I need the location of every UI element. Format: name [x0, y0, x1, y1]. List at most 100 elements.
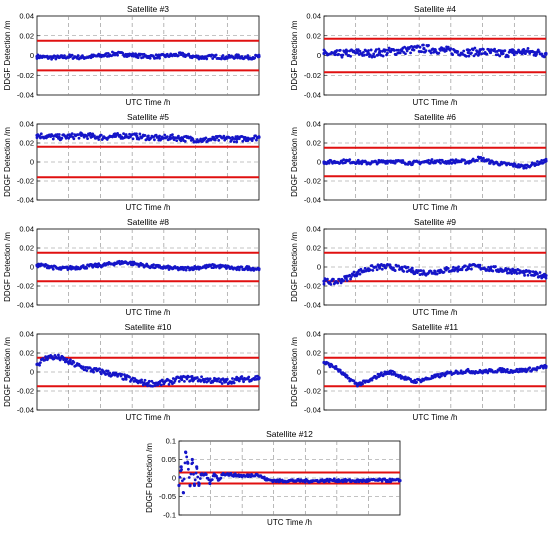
data-point	[420, 50, 424, 54]
data-point	[419, 269, 423, 272]
y-tick-label: 0	[30, 51, 34, 60]
x-axis-label: UTC Time /h	[126, 98, 171, 107]
data-point	[322, 282, 326, 286]
data-point	[134, 52, 137, 56]
subplot-3: -0.04 -0.02 0 0.02 0.04 Satellite #5 UTC Time …	[3, 112, 261, 212]
data-point	[367, 49, 370, 52]
data-point	[88, 366, 92, 370]
data-point	[183, 461, 187, 465]
data-point	[167, 382, 171, 386]
data-point	[338, 368, 342, 372]
x-axis-label: UTC Time /h	[413, 308, 458, 317]
data-point	[350, 275, 353, 279]
data-point	[517, 163, 520, 166]
y-tick-label: 0.04	[19, 12, 34, 21]
data-point	[437, 51, 441, 55]
data-point	[368, 53, 372, 57]
data-point	[213, 138, 217, 142]
data-point	[180, 468, 183, 472]
y-tick-label: 0.04	[19, 225, 34, 234]
data-point	[531, 270, 535, 273]
data-point	[192, 482, 196, 486]
data-point	[51, 137, 55, 141]
data-point	[219, 476, 223, 480]
data-point	[427, 158, 430, 162]
data-point	[153, 138, 156, 142]
data-point	[210, 478, 214, 482]
data-point	[342, 158, 346, 161]
data-point	[466, 50, 470, 55]
data-point	[187, 266, 191, 270]
data-point	[69, 358, 72, 362]
data-point	[487, 158, 490, 162]
y-tick-label: -0.02	[304, 177, 321, 186]
data-point	[472, 54, 476, 58]
data-point	[194, 471, 198, 475]
data-point	[204, 136, 208, 140]
y-tick-label: -0.04	[304, 301, 321, 310]
data-point	[91, 132, 95, 136]
data-point	[493, 47, 496, 51]
data-point	[182, 477, 186, 481]
data-point	[382, 263, 386, 267]
y-tick-label: -0.02	[17, 177, 34, 186]
data-point	[375, 268, 379, 272]
data-point	[165, 135, 169, 139]
data-point	[328, 365, 332, 369]
data-point	[120, 373, 124, 376]
data-point	[167, 268, 171, 271]
y-tick-label: -0.04	[17, 301, 34, 310]
data-point	[147, 134, 150, 138]
data-point	[544, 276, 548, 280]
data-point	[181, 490, 185, 494]
data-point	[195, 467, 199, 470]
data-point	[406, 265, 410, 269]
data-point	[190, 375, 194, 378]
data-point	[254, 134, 257, 138]
data-point	[455, 267, 459, 271]
data-point	[456, 50, 460, 54]
data-point	[235, 268, 239, 272]
data-point	[412, 48, 416, 52]
data-point	[338, 48, 342, 52]
data-point	[335, 49, 339, 52]
data-point	[187, 375, 191, 379]
data-point	[536, 272, 539, 276]
data-series	[322, 360, 548, 388]
data-point	[39, 361, 42, 364]
y-tick-label: -0.04	[17, 406, 34, 415]
data-point	[191, 138, 195, 141]
data-point	[257, 377, 261, 381]
data-point	[131, 137, 135, 141]
data-point	[370, 264, 374, 267]
y-axis-label: DDGF Detection /m	[3, 232, 12, 302]
data-point	[380, 267, 384, 271]
data-point	[138, 132, 142, 136]
data-point	[440, 374, 443, 378]
plot-frame	[323, 15, 547, 96]
data-point	[93, 134, 96, 138]
data-point	[45, 54, 49, 58]
data-point	[376, 53, 380, 57]
data-point	[356, 272, 359, 276]
data-point	[196, 54, 200, 58]
data-point	[202, 380, 206, 384]
data-point	[427, 43, 430, 47]
data-point	[116, 53, 119, 57]
data-point	[529, 270, 532, 273]
data-point	[409, 51, 412, 55]
data-point	[544, 366, 548, 370]
data-point	[344, 161, 347, 165]
data-point	[219, 380, 222, 384]
data-point	[180, 378, 184, 382]
data-point	[105, 372, 109, 376]
data-series	[35, 131, 261, 144]
data-point	[467, 54, 471, 58]
data-point	[183, 139, 187, 143]
data-point	[480, 52, 484, 56]
data-point	[378, 49, 382, 53]
data-point	[117, 259, 121, 263]
data-point	[413, 378, 417, 382]
data-point	[143, 378, 147, 382]
data-point	[485, 52, 489, 56]
